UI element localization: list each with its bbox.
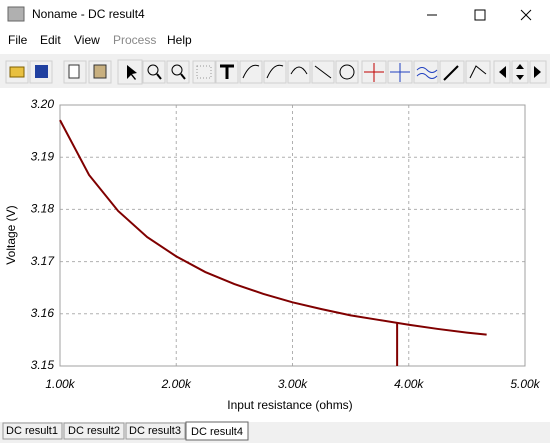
plot: 3.15 3.16 3.17 3.18 3.19 3.20 1.00k 2.00k 3.00k 4… — [31, 97, 541, 391]
x-tick-label: 4.00k — [394, 377, 424, 391]
tab-active[interactable] — [185, 421, 249, 441]
menu-item[interactable]: View — [74, 33, 100, 47]
menu-item[interactable]: Process — [113, 33, 156, 47]
tool-button[interactable] — [465, 60, 491, 84]
tab[interactable] — [2, 422, 63, 440]
grid-button[interactable] — [192, 60, 216, 84]
tab[interactable] — [63, 422, 125, 440]
tab[interactable] — [125, 422, 186, 440]
tool-button[interactable] — [413, 60, 439, 84]
y-tick-label: 3.18 — [31, 202, 55, 216]
tool-button[interactable] — [287, 60, 311, 84]
x-tick-label: 5.00k — [510, 377, 540, 391]
window-title: Noname - DC result4 — [32, 7, 145, 21]
y-tick-label: 3.19 — [31, 149, 55, 163]
tab-label[interactable]: DC result3 — [129, 425, 181, 437]
toolbar-buttons — [5, 59, 547, 85]
chart-area — [0, 88, 550, 422]
ellipse-button[interactable] — [335, 60, 359, 84]
y-tick-label: 3.20 — [31, 97, 55, 111]
zoom-in-button[interactable] — [142, 60, 166, 84]
y-tick-label: 3.17 — [31, 254, 56, 268]
menu-bar — [0, 30, 550, 52]
menu-item[interactable]: Help — [167, 33, 192, 47]
y-tick-label: 3.16 — [31, 306, 55, 320]
maximize-button[interactable] — [474, 9, 486, 21]
app-icon — [7, 6, 25, 22]
title-bar — [0, 0, 550, 30]
y-tick-label: 3.15 — [31, 358, 55, 372]
scroll-vertical-button[interactable] — [511, 60, 529, 84]
x-tick-label: 2.00k — [161, 377, 192, 391]
menu-item[interactable]: File — [8, 33, 28, 47]
x-axis-label: Input resistance (ohms) — [227, 398, 352, 412]
zoom-out-button[interactable] — [166, 60, 190, 84]
tab-label[interactable]: DC result2 — [68, 425, 120, 437]
data-line — [59, 119, 487, 336]
close-button[interactable] — [520, 9, 532, 21]
tab-label[interactable]: DC result1 — [6, 425, 58, 437]
tab-label[interactable]: DC result4 — [191, 426, 243, 438]
x-tick-label: 1.00k — [45, 377, 75, 391]
y-axis-label: Voltage (V) — [4, 205, 18, 264]
menu-item[interactable]: Edit — [40, 33, 61, 47]
x-tick-label: 3.00k — [278, 377, 308, 391]
tool-button[interactable] — [263, 60, 287, 84]
plot-frame — [59, 104, 526, 367]
tool-button[interactable] — [239, 60, 263, 84]
